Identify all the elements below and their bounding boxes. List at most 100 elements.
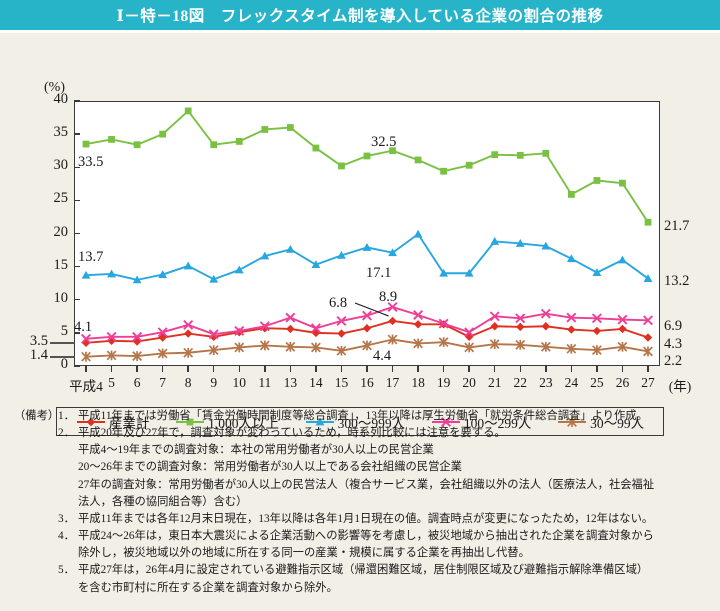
x-axis-tick-label-8: 8 [184,375,192,390]
note-text-1: 平成11年までは労働省「賃金労働時間制度等総合調査」，13年以降は厚生労働省「就… [78,410,648,422]
note-number-3: 3． [58,512,75,525]
annotation-pink-start: 4.1 [74,319,93,335]
x-axis-year-unit-label: (年) [668,379,692,394]
note-number-1: 1． [58,410,75,422]
legend-marker-asterisk-icon [558,416,587,427]
x-axis-tickmark-24 [570,366,573,372]
note-text-4: 平成24～26年は，東日本大震災による企業活動への影響等を考慮し，被災地域から抽… [78,530,654,543]
note-sub-2-1: 平成4～19年までの調査対象：本社の常用労働者が30人以上の民営企業 [78,444,434,457]
chart-svg [81,107,653,362]
x-axis-tick-label-7: 7 [159,375,166,390]
y-axis-tick-label-25: 25 [53,190,69,207]
legend-item-0[interactable]: 産業計 [76,412,150,432]
legend-label-3: 100～299人 [463,415,532,431]
x-axis-tickmark-4 [85,366,87,372]
x-axis-tick-label-11: 11 [258,375,272,390]
annotation-green-start: 33.5 [78,154,104,170]
note-sub-2-2: 20～26年までの調査対象：常用労働者が30人以上である会社組織の民営企業 [78,461,462,474]
annotation-green-mid: 32.5 [371,134,397,150]
y-axis-tickmark-10 [74,299,80,301]
note-sub-2-3: 27年の調査対象：常用労働者が30人以上の民営法人（複合サービス業，会社組織以外… [78,478,655,491]
series-1 [82,107,652,226]
legend-item-1[interactable]: 1,000人以上 [175,412,279,432]
y-axis-unit-label: (%) [44,80,65,95]
x-axis-tickmark-27 [647,366,649,372]
y-axis-tickmark-0 [74,365,80,367]
x-axis-tickmark-11 [264,366,266,372]
chart-legend: 産業計 1,000人以上 300～999人 100～299人 30～99人 [56,407,664,436]
y-axis-tick-label-20: 20 [53,223,69,240]
x-axis-tick-label-27: 27 [641,375,655,390]
y-axis-tickmark-40 [74,100,80,102]
x-axis-tickmark-8 [187,366,189,372]
annotation-red-mid: 6.8 [329,295,348,311]
series-4 [81,334,653,362]
y-axis-tick-label-35: 35 [53,124,69,141]
legend-label-1: 1,000人以上 [208,415,279,431]
x-axis-tickmark-14 [315,366,317,372]
note-text-5: 平成27年は，26年4月に設定されている避難指示区域（帰還困難区域，居住制限区域… [78,564,649,577]
chart-panel: (%) 0 5 10 15 20 25 30 35 40 3.5 1.4 平成4 5 6 7 8 9 10 11 13… [0,33,720,436]
page-title: Ⅰ－特－18図 フレックスタイム制を導入している企業の割合の推移 [116,8,604,25]
legend-marker-triangle-icon [305,417,334,425]
x-axis-tickmark-5 [110,366,113,372]
x-axis-tick-label-24: 24 [564,375,579,390]
note-sub-5-1: を含む市町村に所在する企業を調査対象から除外。 [78,581,338,594]
x-axis-tick-label-22: 22 [513,375,528,390]
x-axis-tickmark-19 [442,366,445,372]
annotation-leader-line [354,302,389,317]
legend-item-4[interactable]: 30～99人 [557,412,644,432]
note-row-3: 3． 平成11年までは各年12月末日現在，13年以降は各年1月1日現在の値。調査時… [14,511,708,528]
legend-item-2[interactable]: 300～999人 [305,412,405,432]
x-axis-tickmark-15 [340,366,343,372]
note-number-5: 5． [58,564,75,577]
annotation-pink-mid: 8.9 [379,289,398,305]
y-axis-tickmark-25 [74,199,80,202]
title-divider [0,30,720,33]
note-row-5: 5． 平成27年は，26年4月に設定されている避難指示区域（帰還困難区域，居住制限… [14,562,708,579]
annotation-brown-mid: 4.4 [373,348,392,364]
y-axis-tick-label-40: 40 [53,91,69,107]
x-axis-tick-label-25: 25 [590,375,604,390]
y-axis-tickmark-30 [74,166,80,168]
figure-notes: （備考） 1． 平成11年までは労働省「賃金労働時間制度等総合調査」，13年以降は厚… [0,408,720,597]
x-axis-tick-label-17: 17 [385,375,400,390]
series-2 [81,229,653,284]
plot-area [74,101,660,366]
legend-label-0: 産業計 [108,415,150,431]
note-number-2: 2． [58,427,75,440]
end-value-label-brown: 2.2 [664,353,683,369]
x-axis-tickmark-23 [545,366,547,372]
y-axis-tickmark-35 [74,133,80,135]
legend-marker-diamond-icon [76,417,105,426]
y-axis-tick-label-5: 5 [60,322,68,339]
legend-item-3[interactable]: 100～299人 [431,412,532,432]
x-axis-tickmark-20 [468,366,470,372]
x-axis-tick-label-18: 18 [411,375,425,390]
x-axis-tickmark-9 [213,366,215,372]
annotation-blue-start: 13.7 [78,249,104,265]
x-axis-tickmark-18 [417,366,419,372]
x-axis-tick-label-20: 20 [462,375,476,390]
x-axis-tick-label-23: 23 [539,375,553,390]
note-row-4: 4． 平成24～26年は，東日本大震災による企業活動への影響等を考慮し，被災地域か… [14,528,708,545]
end-value-label-blue: 13.2 [664,273,690,289]
x-axis-tickmark-6 [136,366,138,372]
x-axis-tickmark-25 [596,366,598,372]
x-axis-tickmark-10 [238,366,240,372]
x-axis-tick-label-21: 21 [487,375,502,390]
x-axis-tick-label-14: 14 [309,375,323,390]
y-axis-special-rule-3.5 [50,342,75,344]
x-axis-tick-label-6: 6 [133,375,141,390]
x-axis-tick-label-10: 10 [232,375,247,390]
end-value-label-green: 21.7 [664,218,690,234]
x-axis-tick-label-9: 9 [210,375,218,390]
y-axis-tick-label-10: 10 [53,289,69,306]
end-value-label-red: 4.3 [664,336,683,352]
y-axis-tick-label-30: 30 [53,157,69,174]
y-axis-special-rule-1.4 [50,356,75,358]
x-axis-tick-label-13: 13 [283,375,298,390]
x-axis-tickmark-7 [161,366,164,372]
note-text-2: 平成20年及び27年で，調査対象が変わっているため，時系列比較には注意を要する。 [78,427,506,440]
legend-label-4: 30～99人 [590,415,645,431]
